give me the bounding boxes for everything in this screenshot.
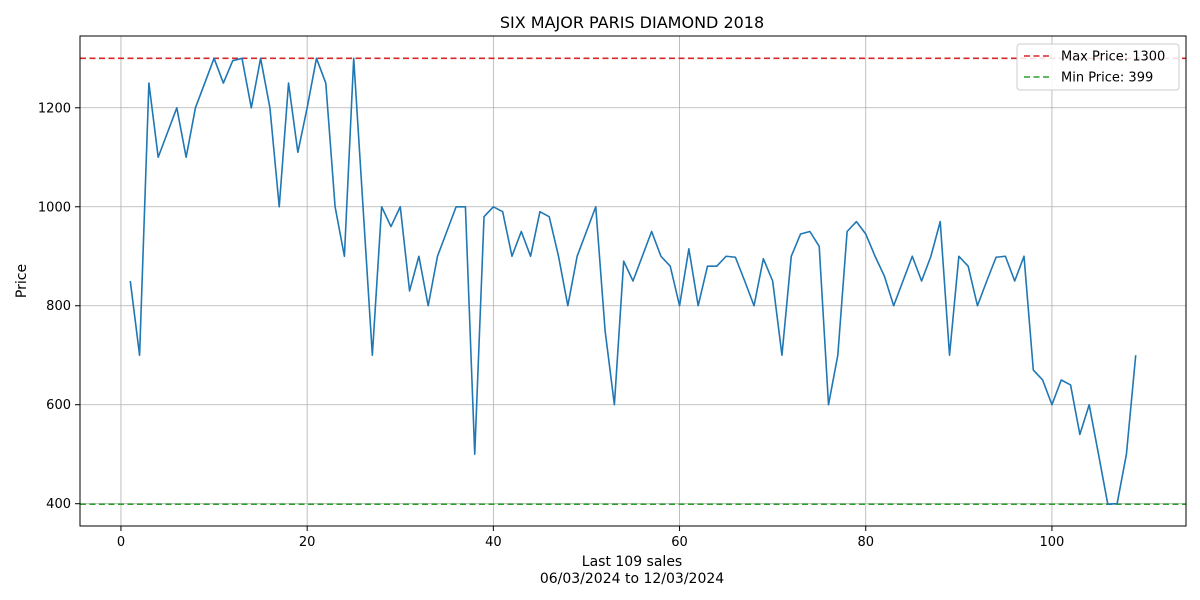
x-axis-ticks: 0 20 40 60 80 100	[117, 526, 1065, 550]
x-tick-label: 40	[485, 535, 502, 550]
y-tick-label: 400	[46, 497, 71, 512]
x-tick-label: 60	[671, 535, 688, 550]
reference-lines	[80, 57, 1186, 505]
x-axis-sublabel: 06/03/2024 to 12/03/2024	[540, 571, 724, 587]
x-tick-label: 80	[857, 535, 874, 550]
y-tick-label: 1200	[38, 101, 71, 116]
x-tick-label: 100	[1040, 535, 1065, 550]
legend-box	[1016, 43, 1180, 91]
chart-title: SIX MAJOR PARIS DIAMOND 2018	[500, 13, 764, 32]
series-layer	[129, 57, 1137, 506]
y-tick-label: 800	[46, 299, 71, 314]
legend-label: Min Price: 399	[1061, 71, 1153, 86]
x-tick-label: 0	[117, 535, 125, 550]
y-tick-label: 600	[46, 398, 71, 413]
x-axis-label: Last 109 sales	[582, 554, 682, 570]
legend-label: Max Price: 1300	[1061, 50, 1165, 65]
y-axis-ticks: 400 600 800 1000 1200	[38, 101, 80, 512]
price-series-line	[129, 57, 1137, 506]
x-tick-label: 20	[299, 535, 316, 550]
y-axis-label: Price	[14, 264, 30, 298]
y-tick-label: 1000	[38, 200, 71, 215]
legend: Max Price: 1300 Min Price: 399	[1016, 43, 1180, 91]
plot-frame	[79, 35, 1187, 527]
